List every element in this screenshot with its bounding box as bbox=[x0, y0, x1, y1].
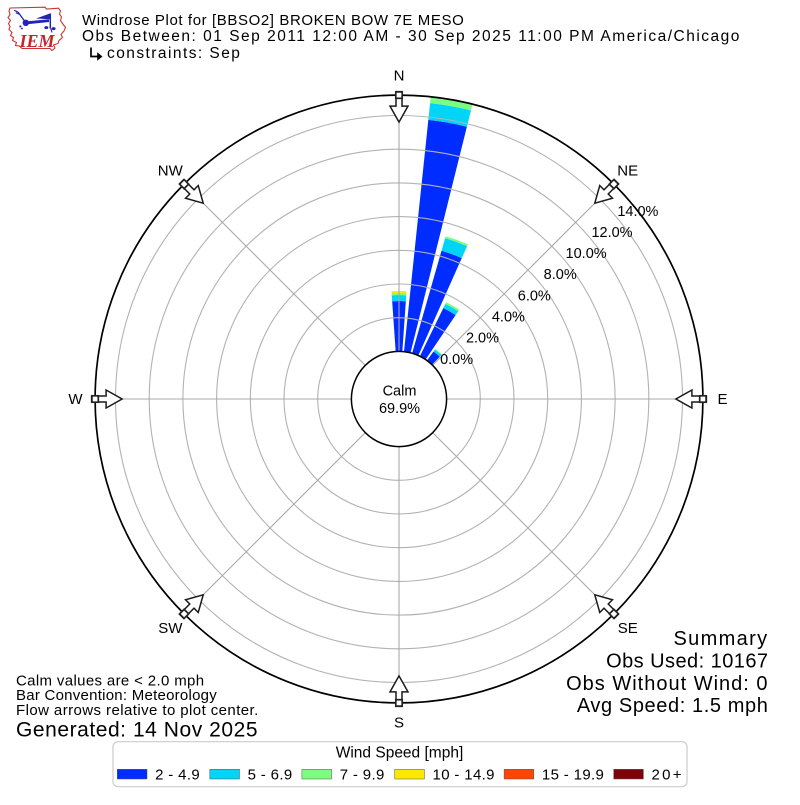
svg-text:SW: SW bbox=[158, 620, 183, 637]
svg-text:Obs Between: 01 Sep 2011 12:00: Obs Between: 01 Sep 2011 12:00 AM - 30 S… bbox=[82, 28, 741, 45]
svg-text:15 - 19.9: 15 - 19.9 bbox=[542, 766, 604, 783]
svg-text:NE: NE bbox=[617, 163, 638, 180]
svg-text:Summary: Summary bbox=[673, 628, 768, 650]
svg-text:8.0%: 8.0% bbox=[544, 267, 577, 283]
svg-text:Windrose Plot for [BBSO2] BROK: Windrose Plot for [BBSO2] BROKEN BOW 7E … bbox=[82, 12, 464, 29]
svg-text:14.0%: 14.0% bbox=[617, 204, 658, 220]
svg-text:4.0%: 4.0% bbox=[492, 310, 525, 326]
svg-text:Calm values are < 2.0 mph: Calm values are < 2.0 mph bbox=[16, 672, 204, 689]
svg-text:Avg Speed: 1.5 mph: Avg Speed: 1.5 mph bbox=[577, 695, 769, 717]
svg-text:Calm: Calm bbox=[383, 384, 417, 400]
svg-text:Flow arrows relative to plot c: Flow arrows relative to plot center. bbox=[16, 702, 259, 719]
svg-text:7 - 9.9: 7 - 9.9 bbox=[340, 766, 385, 783]
svg-text:SE: SE bbox=[618, 620, 638, 637]
svg-text:IEM: IEM bbox=[19, 31, 56, 51]
svg-text:N: N bbox=[394, 68, 405, 85]
svg-text:S: S bbox=[394, 715, 404, 732]
svg-text:12.0%: 12.0% bbox=[591, 225, 632, 241]
svg-text:2 - 4.9: 2 - 4.9 bbox=[155, 766, 200, 783]
svg-text:constraints: Sep: constraints: Sep bbox=[107, 45, 241, 62]
svg-text:Wind Speed [mph]: Wind Speed [mph] bbox=[336, 745, 464, 762]
svg-text:6.0%: 6.0% bbox=[518, 288, 551, 304]
svg-text:W: W bbox=[68, 391, 83, 408]
svg-text:Generated: 14 Nov 2025: Generated: 14 Nov 2025 bbox=[16, 719, 258, 742]
svg-text:NW: NW bbox=[158, 163, 184, 180]
svg-text:Obs Used: 10167: Obs Used: 10167 bbox=[606, 650, 768, 672]
svg-text:2.0%: 2.0% bbox=[466, 331, 499, 347]
svg-text:E: E bbox=[717, 391, 727, 408]
svg-text:10 - 14.9: 10 - 14.9 bbox=[433, 766, 495, 783]
svg-text:0.0%: 0.0% bbox=[440, 352, 473, 368]
svg-text:10.0%: 10.0% bbox=[566, 246, 607, 262]
svg-text:5 - 6.9: 5 - 6.9 bbox=[248, 766, 293, 783]
svg-text:20+: 20+ bbox=[652, 766, 684, 783]
svg-text:Bar Convention: Meteorology: Bar Convention: Meteorology bbox=[16, 687, 217, 704]
svg-text:69.9%: 69.9% bbox=[379, 401, 420, 417]
svg-text:Obs Without Wind: 0: Obs Without Wind: 0 bbox=[566, 673, 768, 695]
